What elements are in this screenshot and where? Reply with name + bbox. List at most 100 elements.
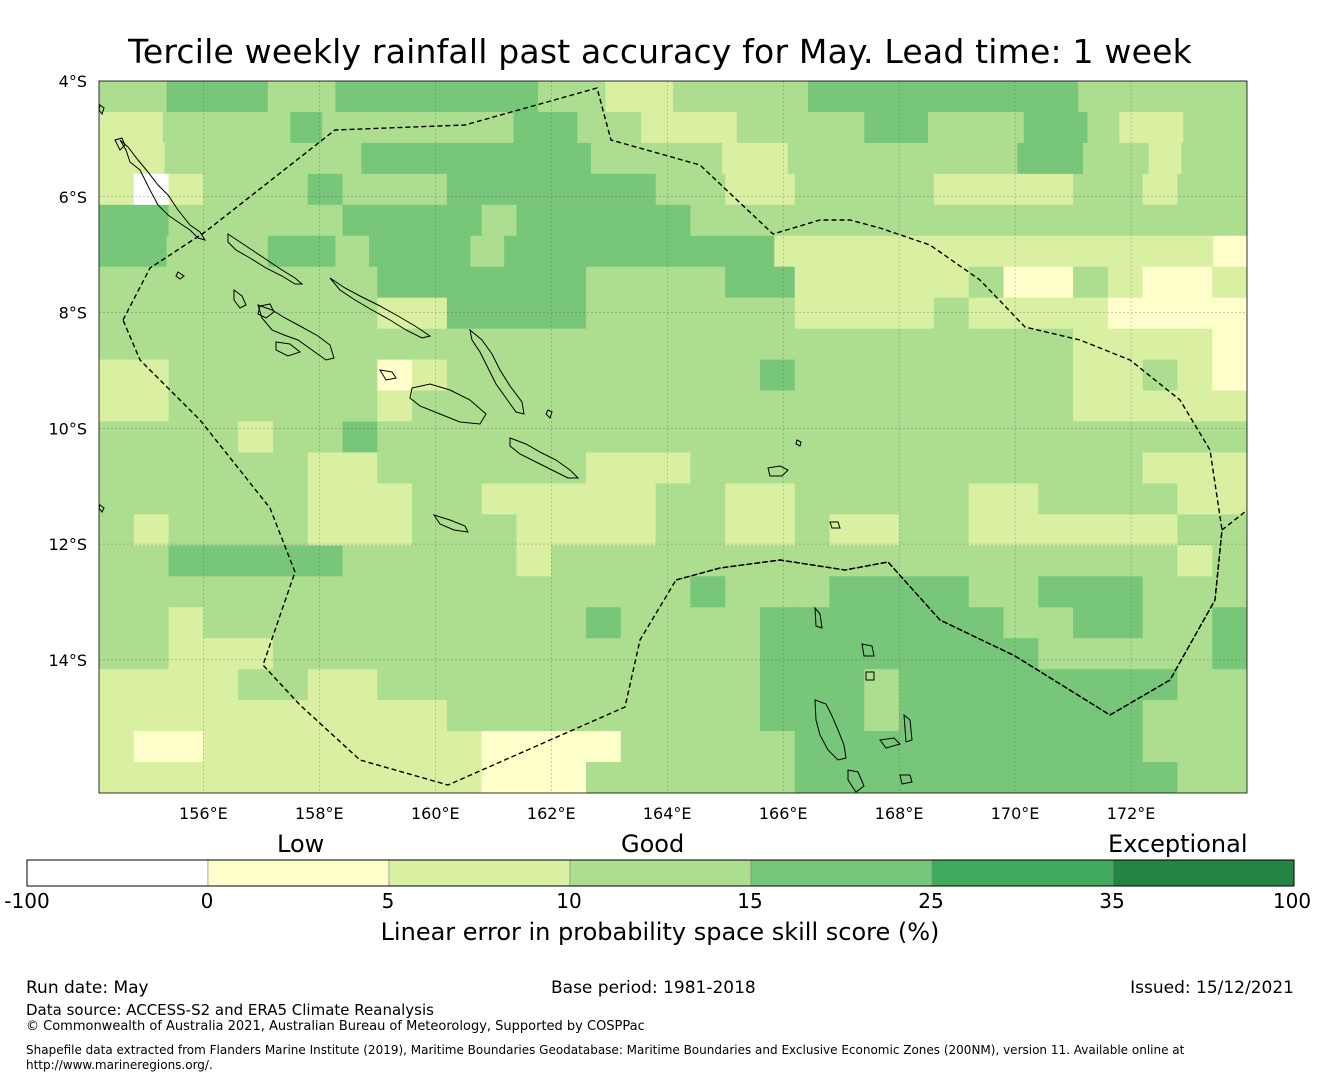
skill-cell	[481, 762, 518, 793]
skill-cell	[808, 81, 843, 113]
skill-cell	[1073, 452, 1109, 485]
skill-cell	[1142, 545, 1179, 577]
skill-cell	[342, 576, 378, 608]
skill-cell	[829, 483, 865, 515]
skill-cell	[1038, 576, 1074, 608]
florida-islands	[379, 369, 397, 381]
skill-cell	[516, 204, 552, 237]
skill-cell	[516, 545, 552, 577]
skill-cell	[673, 235, 708, 268]
skill-cell	[197, 142, 231, 175]
skill-cell	[968, 173, 1005, 206]
skill-cell	[725, 638, 761, 670]
skill-cell	[1212, 297, 1247, 330]
skill-cell	[759, 700, 796, 732]
skill-cell	[1107, 173, 1144, 206]
skill-cell	[238, 762, 274, 793]
skill-cell	[794, 390, 831, 423]
skill-cell	[759, 576, 796, 608]
latitude-label: 10°S	[48, 419, 87, 438]
skill-cell	[446, 204, 483, 237]
skill-cell	[1038, 514, 1074, 546]
skill-cell	[133, 545, 170, 577]
skill-cell	[132, 235, 168, 268]
skill-cell	[234, 235, 269, 268]
skill-cell	[794, 483, 831, 515]
skill-cell	[829, 421, 865, 454]
skill-cell	[516, 700, 552, 732]
colorbar-segment	[931, 859, 1114, 887]
skill-cell	[620, 483, 657, 515]
skill-cell	[951, 142, 986, 175]
skill-cell	[133, 607, 170, 639]
skill-cell	[203, 514, 239, 546]
skill-cell	[203, 607, 239, 639]
skill-cell	[586, 390, 622, 423]
skill-cell	[377, 669, 413, 701]
skill-cell	[166, 81, 201, 113]
skill-cell	[864, 359, 900, 392]
vanuatu-eez-boundary	[675, 509, 1247, 716]
skill-cell	[1073, 545, 1109, 577]
colorbar-frame	[26, 859, 1295, 887]
skill-cell	[1142, 576, 1179, 608]
longitude-label: 162°E	[527, 804, 576, 823]
skill-cell	[1212, 669, 1247, 701]
skill-cell	[446, 359, 483, 392]
skill-cell	[459, 142, 494, 175]
skill-cell	[864, 452, 900, 485]
skill-cell	[516, 483, 552, 515]
colorbar-tick: 35	[1099, 889, 1125, 913]
skill-cell	[446, 266, 483, 299]
skill-cell	[263, 142, 297, 175]
skill-cell	[342, 607, 378, 639]
skill-cell	[133, 452, 170, 485]
skill-cell	[203, 266, 239, 299]
skill-cell	[168, 669, 204, 701]
skill-cell	[272, 514, 309, 546]
skill-cell	[412, 483, 448, 515]
skill-cell	[133, 328, 170, 361]
skill-cell	[133, 390, 170, 423]
skill-cell	[759, 204, 796, 237]
skill-cell	[864, 204, 900, 237]
skill-cell	[1142, 607, 1179, 639]
skill-cell	[342, 669, 378, 701]
skill-cell	[655, 731, 691, 763]
skill-cell	[238, 452, 274, 485]
skill-cell	[513, 111, 547, 144]
skill-cell	[586, 514, 622, 546]
skill-cell	[690, 204, 726, 237]
skill-cell	[829, 545, 865, 577]
skill-cell	[1078, 235, 1113, 268]
legend-category-exceptional: Exceptional	[1108, 830, 1248, 858]
skill-cell	[1073, 700, 1109, 732]
skill-cell	[446, 607, 483, 639]
skill-cell	[307, 669, 344, 701]
skill-cell	[829, 762, 865, 793]
legend-category-low: Low	[277, 830, 325, 858]
skill-cell	[1038, 328, 1074, 361]
skill-cell	[725, 452, 761, 485]
skill-cell	[238, 607, 274, 639]
skill-cell	[307, 452, 344, 485]
skill-cell	[968, 669, 1005, 701]
skill-cell	[537, 235, 573, 268]
skill-cell	[794, 607, 831, 639]
skill-cell	[481, 390, 518, 423]
skill-cell	[307, 700, 344, 732]
skill-cell	[1003, 669, 1039, 701]
skill-cell	[481, 545, 518, 577]
skill-cell	[759, 638, 796, 670]
skill-cell	[899, 483, 935, 515]
skill-cell	[759, 607, 796, 639]
skill-cell	[725, 762, 761, 793]
colorbar-tick: 10	[556, 889, 582, 913]
skill-cell	[864, 297, 900, 330]
skill-cell	[1177, 545, 1213, 577]
skill-cell	[551, 297, 587, 330]
skill-cell	[203, 421, 239, 454]
skill-cell	[1142, 328, 1179, 361]
skill-cell	[516, 359, 552, 392]
skill-cell	[133, 204, 170, 237]
